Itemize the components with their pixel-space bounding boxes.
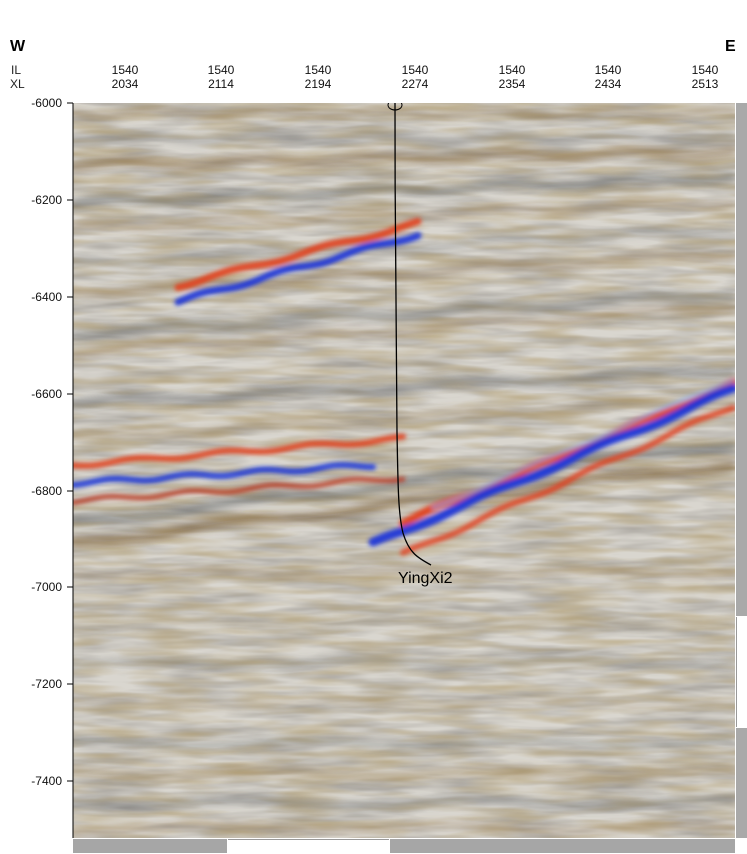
x-tick-il: 1540 [111, 63, 139, 77]
seismic-canvas [73, 103, 735, 838]
x-tick-xl: 2434 [594, 77, 622, 91]
background-reflector [73, 291, 735, 340]
y-tick-label: -7200 [31, 677, 62, 691]
y-tick-label: -6400 [31, 290, 62, 304]
background-reflector [73, 367, 735, 409]
y-tick-label: -7000 [31, 580, 62, 594]
west-label: W [10, 38, 26, 55]
vertical-scrollbar-lower[interactable] [736, 728, 747, 838]
seismic-section[interactable] [73, 103, 735, 838]
x-tick-7: 1540 2513 [680, 63, 730, 91]
background-reflector [73, 616, 735, 630]
vertical-scrollbar-thumb[interactable] [736, 617, 747, 727]
background-reflector [73, 199, 735, 231]
background-reflector [73, 397, 735, 440]
main-blue-reflector [73, 461, 376, 488]
lower-red-reflector-east [400, 404, 735, 556]
x-tick-3: 1540 2194 [293, 63, 343, 91]
x-tick-1: 1540 2034 [100, 63, 150, 91]
x-tick-xl: 2274 [401, 77, 429, 91]
x-tick-xl: 2354 [498, 77, 526, 91]
x-tick-2: 1540 2114 [196, 63, 246, 91]
x-tick-xl: 2194 [304, 77, 332, 91]
strong-reflectors [73, 217, 735, 556]
background-reflector [73, 306, 735, 359]
background-reflector [73, 657, 735, 669]
x-tick-il: 1540 [691, 63, 719, 77]
x-tick-il: 1540 [304, 63, 332, 77]
x-tick-il: 1540 [498, 63, 526, 77]
east-label: E [725, 38, 736, 55]
background-reflector [73, 146, 735, 173]
x-tick-4: 1540 2274 [390, 63, 440, 91]
background-reflector [73, 697, 735, 709]
background-reflector [73, 737, 735, 749]
horizontal-scrollbar-left[interactable] [73, 839, 227, 853]
y-tick-label: -6200 [31, 193, 62, 207]
y-tick-label: -6000 [31, 96, 62, 110]
background-reflector [73, 796, 735, 810]
upper-red-reflector [174, 217, 422, 291]
x-tick-6: 1540 2434 [583, 63, 633, 91]
y-tick-label: -7400 [31, 774, 62, 788]
well-trajectory[interactable] [394, 103, 432, 566]
main-red-reflector [73, 433, 406, 469]
background-reflector [73, 566, 735, 579]
background-reflector [73, 460, 735, 546]
xl-key-label: XL [10, 77, 25, 91]
reflector-bands [73, 106, 735, 834]
vertical-scrollbar-upper[interactable] [736, 103, 747, 616]
y-tick-label: -6800 [31, 484, 62, 498]
lower-red-reflector [73, 476, 406, 506]
x-tick-il: 1540 [594, 63, 622, 77]
background-reflector [73, 106, 735, 120]
upper-blue-reflector [174, 232, 422, 306]
main-blue-reflector-east [368, 383, 735, 547]
well-label[interactable]: YingXi2 [398, 570, 453, 587]
background-reflector [73, 822, 735, 834]
x-tick-il: 1540 [401, 63, 429, 77]
background-reflector [73, 228, 735, 266]
x-tick-xl: 2114 [208, 77, 234, 91]
x-tick-xl: 2034 [111, 77, 139, 91]
x-tick-il: 1540 [207, 63, 235, 77]
il-key-label: IL [11, 63, 22, 77]
background-reflector [73, 131, 735, 145]
horizontal-scrollbar-thumb[interactable] [228, 839, 389, 854]
x-tick-xl: 2513 [691, 77, 719, 91]
background-reflector [73, 173, 735, 207]
x-tick-5: 1540 2354 [487, 63, 537, 91]
wellhead-marker [387, 103, 403, 111]
blue-highlight [431, 378, 735, 510]
y-tick-label: -6600 [31, 387, 62, 401]
horizontal-scrollbar-right[interactable] [390, 839, 735, 853]
background-reflector [73, 766, 735, 780]
